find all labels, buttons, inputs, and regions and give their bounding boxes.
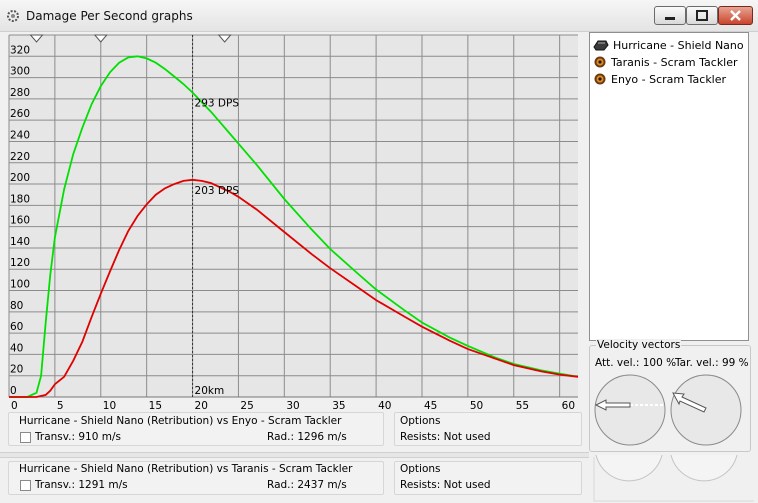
- resists-setting[interactable]: Resists: Not used: [400, 479, 491, 491]
- transversal-checkbox[interactable]: [20, 480, 31, 491]
- plot-area[interactable]: [9, 35, 578, 397]
- y-tick-label: 340: [10, 32, 30, 35]
- minimize-icon: [665, 17, 675, 20]
- drone-icon: [594, 73, 606, 85]
- transversal-value: Transv.: 1291 m/s: [35, 479, 128, 491]
- x-tick-label: 10: [103, 400, 116, 412]
- y-tick-label: 200: [10, 172, 30, 184]
- y-tick-label: 40: [10, 342, 23, 354]
- resists-setting[interactable]: Resists: Not used: [400, 431, 491, 443]
- x-tick-label: 0: [11, 400, 18, 412]
- y-tick-label: 320: [10, 44, 30, 56]
- y-tick-label: 120: [10, 257, 30, 269]
- options-title: Options: [400, 463, 441, 475]
- x-tick-label: 35: [332, 400, 345, 412]
- close-icon: [730, 10, 741, 21]
- y-tick-label: 180: [10, 193, 30, 205]
- ship-name: Enyo - Scram Tackler: [611, 72, 727, 86]
- dps-series-line: [9, 55, 579, 398]
- target-velocity-dial[interactable]: [670, 374, 742, 446]
- transversal-value: Transv.: 910 m/s: [35, 431, 121, 443]
- matchup-title: Hurricane - Shield Nano (Retribution) vs…: [19, 463, 353, 475]
- hurricane-ship-icon: [593, 40, 609, 51]
- y-tick-label: 260: [10, 108, 30, 120]
- matchup-info-panel: Hurricane - Shield Nano (Retribution) vs…: [8, 412, 384, 446]
- target-velocity-label: Tar. vel.: 99 %: [675, 357, 749, 369]
- dps-value-label: 203 DPS: [195, 185, 240, 197]
- x-tick-label: 40: [378, 400, 391, 412]
- ship-list-item[interactable]: Hurricane - Shield Nano ...: [593, 37, 747, 53]
- matchup-title: Hurricane - Shield Nano (Retribution) vs…: [19, 415, 342, 427]
- minimize-button[interactable]: [654, 6, 686, 25]
- cursor-label: 20km: [195, 385, 225, 397]
- maximize-button[interactable]: [686, 6, 718, 25]
- x-tick-label: 25: [240, 400, 253, 412]
- ship-name: Taranis - Scram Tackler: [611, 55, 738, 69]
- radial-value: Rad.: 1296 m/s: [267, 431, 347, 443]
- radial-value: Rad.: 2437 m/s: [267, 479, 347, 491]
- matchup-row: Hurricane - Shield Nano (Retribution) vs…: [8, 412, 582, 446]
- transversal-checkbox[interactable]: [20, 432, 31, 443]
- target-arrow-icon: [672, 392, 707, 413]
- ship-name: Hurricane - Shield Nano ...: [613, 38, 747, 52]
- x-tick-label: 15: [149, 400, 162, 412]
- options-title: Options: [400, 415, 441, 427]
- matchup-row: Hurricane - Shield Nano (Retribution) vs…: [8, 461, 582, 495]
- dps-value-label: 293 DPS: [195, 97, 240, 109]
- attacker-velocity-label: Att. vel.: 100 %: [595, 357, 677, 369]
- attacker-velocity-dial[interactable]: [594, 374, 666, 446]
- x-tick-label: 5: [57, 400, 64, 412]
- dps-series-line: [9, 178, 579, 398]
- y-tick-label: 140: [10, 236, 30, 248]
- y-tick-label: 240: [10, 129, 30, 141]
- window-title: Damage Per Second graphs: [26, 9, 193, 23]
- range-marker-icon: [217, 34, 232, 43]
- y-tick-label: 300: [10, 66, 30, 78]
- y-tick-label: 80: [10, 300, 23, 312]
- y-tick-label: 0: [10, 385, 17, 397]
- close-button[interactable]: [718, 6, 753, 25]
- y-tick-label: 60: [10, 321, 23, 333]
- gear-icon: [7, 10, 19, 22]
- velocity-legend: Velocity vectors: [596, 339, 682, 351]
- title-bar: Damage Per Second graphs: [0, 0, 758, 32]
- y-tick-label: 160: [10, 215, 30, 227]
- ship-list[interactable]: Hurricane - Shield Nano ... Taranis - Sc…: [589, 32, 749, 341]
- panel-divider[interactable]: [0, 452, 589, 458]
- x-tick-label: 45: [424, 400, 437, 412]
- matchup-info-panel: Hurricane - Shield Nano (Retribution) vs…: [8, 461, 384, 495]
- velocity-vectors-group: Velocity vectors Att. vel.: 100 % Tar. v…: [589, 339, 751, 452]
- options-panel: Options Resists: Not used: [394, 412, 582, 446]
- dps-chart[interactable]: 0 20 40 60 80 100 120 140 160 180 200 220 240 260 280 3…: [0, 23, 586, 412]
- x-tick-label: 30: [286, 400, 299, 412]
- y-tick-label: 100: [10, 279, 30, 291]
- x-tick-label: 20: [195, 400, 208, 412]
- dps-chart-svg[interactable]: 0204060801001201401601802002202402602803…: [0, 23, 586, 412]
- y-tick-label: 280: [10, 87, 30, 99]
- x-tick-label: 55: [516, 400, 529, 412]
- x-tick-label: 50: [470, 400, 483, 412]
- maximize-icon: [696, 10, 708, 21]
- drone-icon: [594, 56, 606, 68]
- ship-list-item[interactable]: Enyo - Scram Tackler: [593, 71, 747, 87]
- ship-list-item[interactable]: Taranis - Scram Tackler: [593, 54, 747, 70]
- range-marker-icon: [29, 34, 44, 43]
- options-panel: Options Resists: Not used: [394, 461, 582, 495]
- y-tick-label: 20: [10, 364, 23, 376]
- velocity-vectors-group-2: [593, 455, 754, 502]
- y-tick-label: 220: [10, 151, 30, 163]
- range-marker-icon: [93, 34, 108, 43]
- x-tick-label: 60: [562, 400, 575, 412]
- attacker-arrow-icon: [594, 399, 631, 411]
